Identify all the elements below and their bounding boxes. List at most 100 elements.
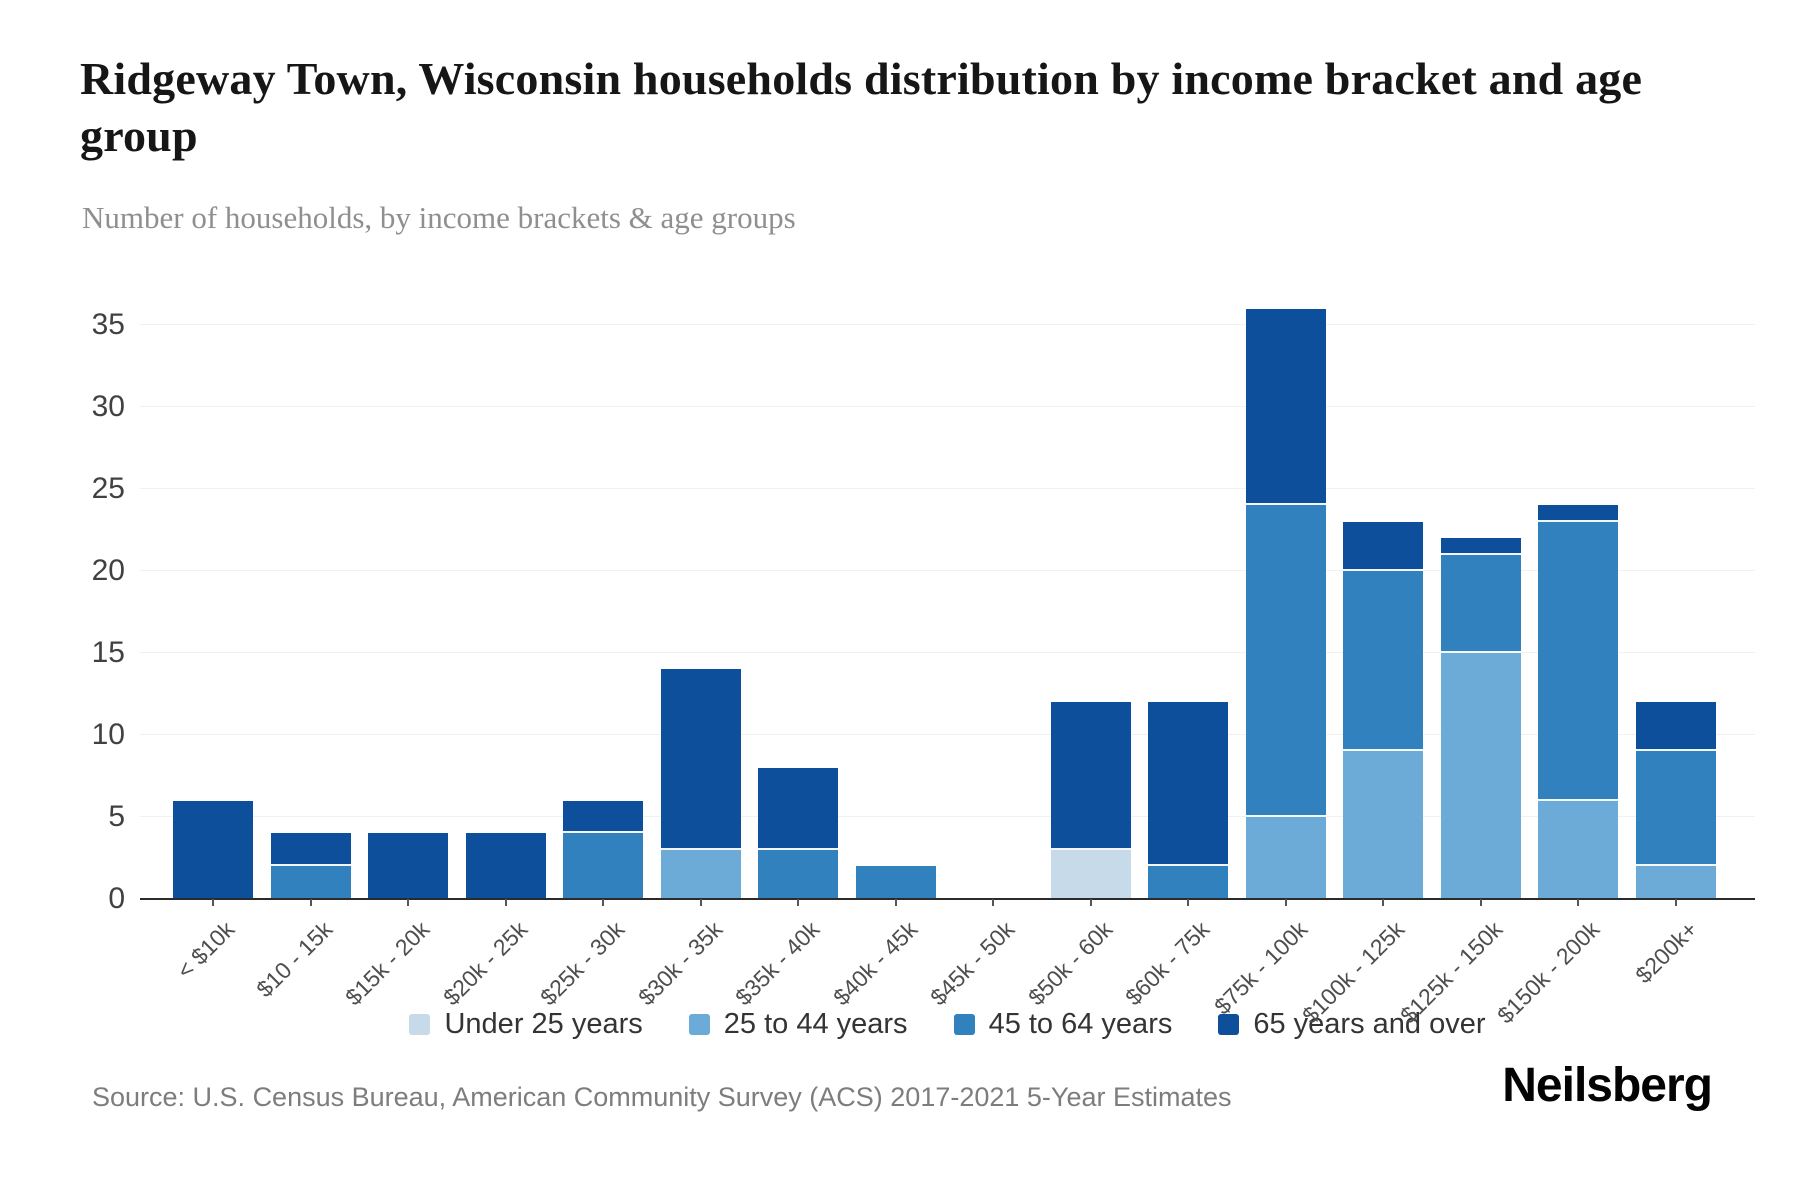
bar-15k-20k (368, 833, 448, 899)
bar-segment[interactable] (563, 800, 643, 834)
legend-swatch (409, 1014, 431, 1035)
gridline-y-30 (140, 406, 1755, 407)
bar-segment[interactable] (368, 833, 448, 899)
legend-swatch (688, 1014, 710, 1035)
bar-75k-100k (1245, 308, 1326, 899)
x-axis-tick (1284, 899, 1287, 906)
bar-segment[interactable] (1245, 817, 1326, 899)
legend-label: 45 to 64 years (988, 1008, 1173, 1040)
legend-item-under-25-years[interactable]: Under 25 years (409, 1008, 643, 1041)
bar-60k-75k (1148, 702, 1228, 899)
bar-25k-30k (563, 800, 643, 899)
bar-30k-35k (660, 669, 741, 899)
bar-segment[interactable] (1343, 521, 1423, 572)
bar-40k-45k (855, 866, 936, 899)
x-axis-label: $15k - 20k (340, 916, 435, 1011)
bar-100k-125k (1343, 521, 1423, 899)
x-axis-tick (1089, 899, 1092, 906)
bar-segment[interactable] (660, 669, 741, 850)
x-axis-tick (1187, 899, 1189, 906)
x-axis-label: $45k - 50k (925, 916, 1020, 1011)
bar-segment[interactable] (1440, 538, 1521, 555)
legend-swatch (953, 1014, 975, 1035)
x-axis-label: $75k - 100k (1208, 916, 1312, 1020)
legend-label: 65 years and over (1253, 1008, 1486, 1040)
bar-segment[interactable] (1148, 866, 1228, 899)
bar-segment[interactable] (1538, 505, 1618, 522)
x-axis-tick (1577, 899, 1579, 906)
bar-segment[interactable] (173, 800, 253, 899)
bar-segment[interactable] (1050, 849, 1131, 899)
bar-segment[interactable] (563, 833, 643, 899)
bar-10-15k (270, 833, 351, 899)
x-axis-label: $25k - 30k (535, 916, 630, 1011)
legend-item-45-to-64-years[interactable]: 45 to 64 years (953, 1008, 1173, 1041)
bar-segment[interactable] (1440, 554, 1521, 653)
bar-segment[interactable] (270, 833, 351, 867)
bar-segment[interactable] (1148, 702, 1228, 867)
y-axis-tick-label-20: 20 (91, 554, 125, 587)
y-axis-tick-label-25: 25 (91, 472, 125, 505)
bar-segment[interactable] (1440, 653, 1521, 899)
bar-segment[interactable] (758, 849, 838, 899)
x-axis-label: $200k+ (1629, 916, 1702, 989)
bar-segment[interactable] (1343, 571, 1423, 752)
bar-10k (173, 800, 253, 899)
legend: Under 25 years 25 to 44 years 45 to 64 yea… (140, 1008, 1755, 1041)
bar-50k-60k (1050, 702, 1131, 899)
source-note: Source: U.S. Census Bureau, American Com… (92, 1082, 1232, 1112)
bar-segment[interactable] (1343, 751, 1423, 899)
x-axis-label: $60k - 75k (1120, 916, 1215, 1011)
bar-segment[interactable] (1635, 866, 1716, 899)
y-axis-tick-label-30: 30 (91, 390, 125, 423)
bar-segment[interactable] (855, 866, 936, 899)
x-axis-tick (699, 899, 702, 906)
x-axis-tick (1674, 899, 1677, 906)
gridline-y-15 (140, 652, 1755, 653)
legend-label: 25 to 44 years (723, 1008, 908, 1040)
x-axis-label: $30k - 35k (632, 916, 727, 1011)
plot-area: 0 5 10 15 20 25 30 35 (92, 300, 1755, 915)
x-axis-label: $50k - 60k (1022, 916, 1117, 1011)
bar-150k-200k (1538, 505, 1618, 899)
bar-segment[interactable] (1050, 702, 1131, 850)
x-axis-tick (212, 899, 214, 906)
bar-200k (1635, 702, 1716, 899)
x-axis-line (140, 898, 1755, 900)
legend-swatch (1218, 1014, 1240, 1035)
bar-segment[interactable] (1635, 751, 1716, 867)
y-axis-tick-label-15: 15 (91, 636, 125, 669)
chart-subtitle: Number of households, by income brackets… (82, 200, 796, 235)
bar-segment[interactable] (465, 833, 546, 899)
x-axis-label: $20k - 25k (437, 916, 532, 1011)
y-axis-tick-label-10: 10 (91, 718, 125, 751)
x-axis-tick (602, 899, 604, 906)
x-axis-tick (992, 899, 994, 906)
gridline-y-10 (140, 734, 1755, 735)
x-axis-label: $40k - 45k (827, 916, 922, 1011)
bar-20k-25k (465, 833, 546, 899)
x-axis-label: $35k - 40k (730, 916, 825, 1011)
bar-segment[interactable] (1538, 800, 1618, 899)
y-axis-tick-label-0: 0 (108, 882, 125, 915)
bar-segment[interactable] (1245, 505, 1326, 817)
legend-item-25-to-44-years[interactable]: 25 to 44 years (688, 1008, 908, 1041)
x-axis-tick (797, 899, 799, 906)
x-axis-tick (309, 899, 312, 906)
bar-segment[interactable] (758, 767, 838, 850)
bar-segment[interactable] (270, 866, 351, 899)
x-axis-tick (1479, 899, 1482, 906)
bar-segment[interactable] (1635, 702, 1716, 752)
y-axis-tick-label-35: 35 (91, 308, 125, 341)
chart-title: Ridgeway Town, Wisconsin households dist… (80, 53, 1643, 162)
gridline-y-25 (140, 488, 1755, 489)
bar-segment[interactable] (660, 849, 741, 899)
y-axis-tick-label-5: 5 (108, 800, 125, 833)
x-axis-tick (894, 899, 897, 906)
bar-35k-40k (758, 767, 838, 899)
x-axis-label: $10 - 15k (250, 916, 337, 1003)
legend-item-65-years-and-over[interactable]: 65 years and over (1218, 1008, 1486, 1041)
bar-segment[interactable] (1245, 308, 1326, 506)
bar-segment[interactable] (1538, 521, 1618, 801)
